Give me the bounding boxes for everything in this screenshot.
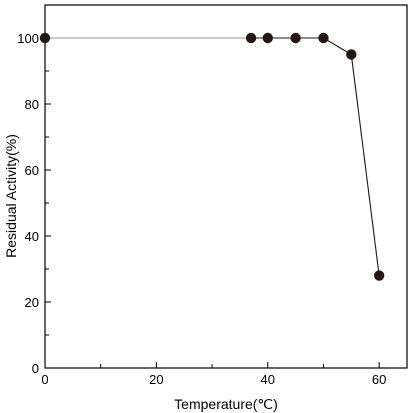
x-tick-label-20: 20 <box>149 372 163 387</box>
data-point-50 <box>318 32 329 44</box>
y-tick-label-40: 40 <box>25 229 39 244</box>
y-tick-label-100: 100 <box>17 31 39 46</box>
y-tick-label-60: 60 <box>25 163 39 178</box>
x-axis-title: Temperature(℃) <box>174 396 278 412</box>
data-point-37 <box>245 32 257 44</box>
x-tick-label-60: 60 <box>372 372 386 387</box>
y-tick-label-20: 20 <box>25 295 39 310</box>
data-point-0 <box>39 32 51 44</box>
y-tick-label-80: 80 <box>25 97 39 112</box>
plot-frame <box>44 4 408 369</box>
data-point-55 <box>346 49 357 60</box>
data-point-45 <box>290 32 301 44</box>
y-tick-label-0: 0 <box>32 361 39 376</box>
y-axis-title: Residual Activity(%) <box>3 134 19 258</box>
data-point-40 <box>262 32 273 44</box>
data-point-60 <box>373 270 385 281</box>
series-0-segment-5 <box>350 54 380 276</box>
series-0-segment-4 <box>323 37 352 55</box>
plot-area: 0 20 40 60 0 20 40 60 80 100 <box>17 4 408 387</box>
x-tick-label-40: 40 <box>261 372 275 387</box>
x-tick-label-0: 0 <box>41 372 48 387</box>
